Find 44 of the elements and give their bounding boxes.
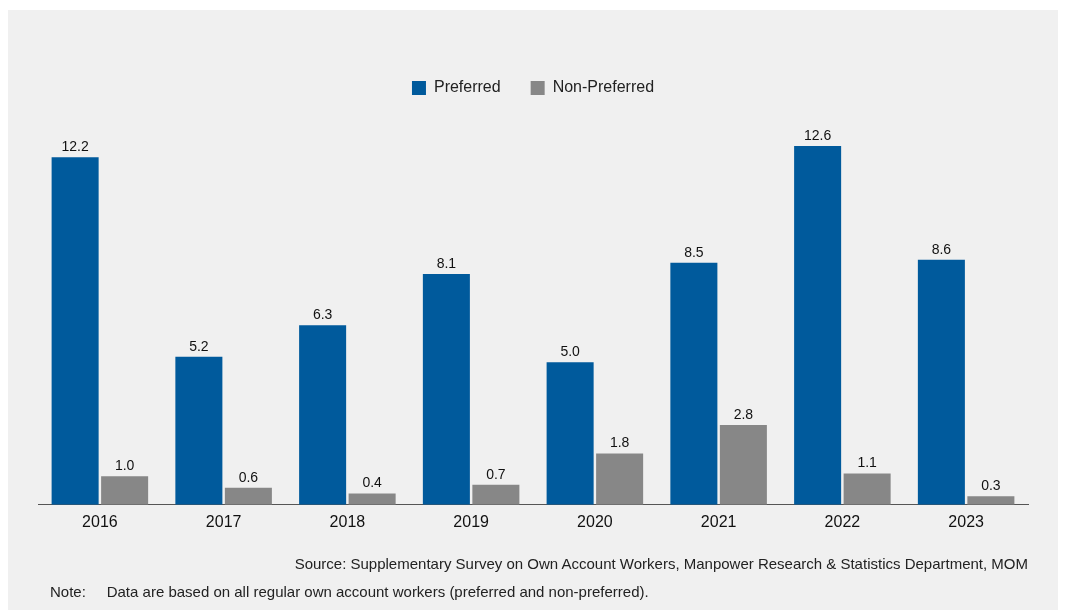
bar — [546, 362, 594, 505]
data-label: 6.3 — [312, 306, 333, 323]
x-tick-label: 2019 — [453, 512, 490, 530]
data-label: 12.6 — [804, 126, 832, 143]
bar — [224, 487, 272, 505]
bar — [51, 157, 99, 505]
data-label: 1.1 — [857, 454, 878, 471]
x-tick-label: 2017 — [205, 512, 242, 530]
bar — [917, 259, 965, 505]
bar — [843, 473, 891, 505]
data-label: 12.2 — [61, 138, 89, 155]
data-label: 1.0 — [114, 457, 135, 474]
data-label: 8.5 — [684, 243, 704, 260]
data-label: 0.3 — [981, 477, 1001, 494]
text: Note: Data are based on all regular own account workers (preferred and non-preferred). — [50, 583, 649, 600]
bar — [670, 262, 718, 505]
x-tick-label: 2018 — [329, 512, 366, 530]
bar — [299, 325, 347, 505]
legend-label: Preferred — [433, 78, 501, 96]
bar — [348, 493, 396, 505]
x-tick-label: 2020 — [577, 512, 613, 530]
legend-label: Non-Preferred — [552, 78, 655, 96]
bar — [101, 476, 149, 505]
data-label: 8.1 — [436, 254, 457, 271]
data-label: 8.6 — [931, 240, 952, 257]
bar — [422, 274, 470, 505]
bar — [719, 425, 767, 505]
data-label: 1.8 — [609, 434, 630, 451]
x-tick-label: 2016 — [82, 512, 118, 530]
bar — [596, 453, 644, 505]
x-tick-label: 2021 — [700, 512, 737, 530]
bar — [472, 484, 520, 505]
data-label: 5.2 — [189, 337, 209, 354]
x-tick-label: 2022 — [824, 512, 861, 530]
data-label: 0.4 — [362, 474, 383, 491]
bar — [175, 356, 223, 505]
data-label: 2.8 — [733, 405, 754, 422]
bar — [794, 145, 842, 505]
bar — [967, 496, 1015, 505]
x-tick-label: 2023 — [948, 512, 985, 530]
data-label: 5.0 — [560, 343, 581, 360]
source-note: Source: Supplementary Survey on Own Account Workers, Manpower Research & Statistics Department, MOM — [294, 555, 1028, 572]
data-label: 0.6 — [238, 468, 259, 485]
data-label: 0.7 — [486, 465, 506, 482]
